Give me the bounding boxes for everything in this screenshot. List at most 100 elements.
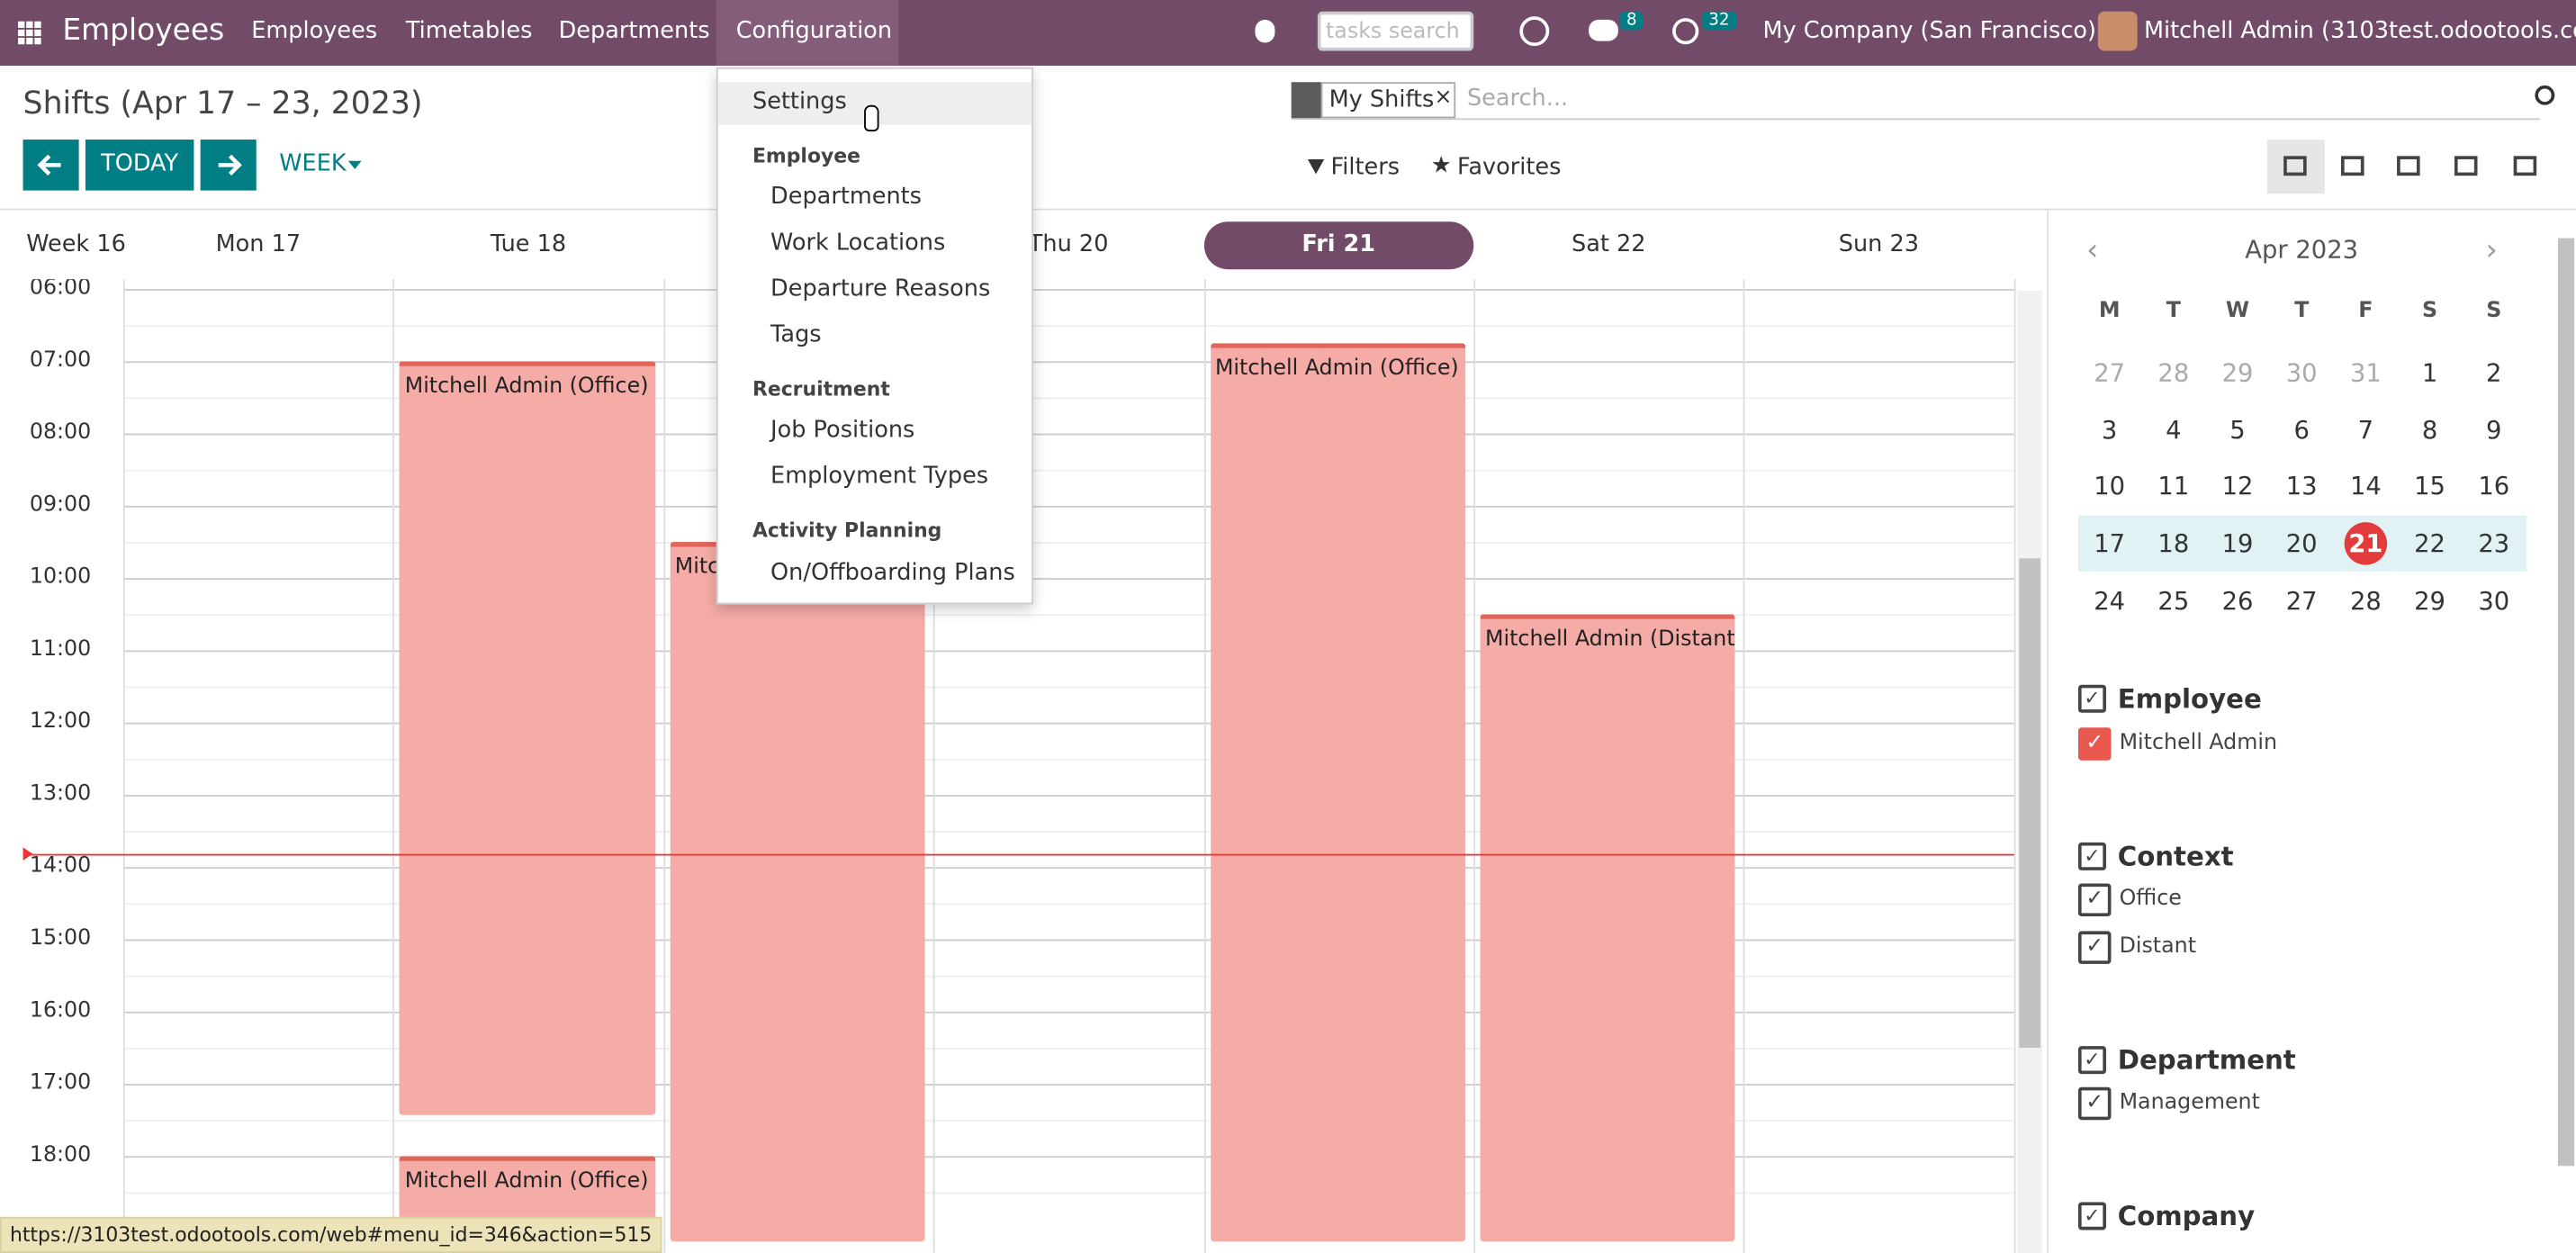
day-cell[interactable]: 16: [2478, 471, 2510, 501]
next-button[interactable]: [200, 140, 257, 191]
day-cell[interactable]: 28: [2157, 357, 2190, 388]
today-pill: [1203, 221, 1473, 270]
day-cell[interactable]: 30: [2478, 586, 2510, 617]
day-cell[interactable]: 14: [2349, 471, 2382, 501]
company-switcher[interactable]: My Company (San Francisco): [1762, 18, 2096, 45]
search-placeholder[interactable]: Search...: [1466, 85, 1569, 113]
dropdown-item[interactable]: Job Positions: [770, 417, 915, 444]
half-hour-line: [122, 975, 2014, 978]
day-cell[interactable]: 21: [2348, 528, 2383, 559]
search-icon[interactable]: [2535, 85, 2555, 105]
day-cell[interactable]: 25: [2157, 586, 2190, 617]
day-cell[interactable]: 4: [2166, 415, 2182, 446]
messages-icon[interactable]: [1589, 19, 1618, 41]
dropdown-item[interactable]: Departure Reasons: [770, 275, 991, 302]
dropdown-item[interactable]: Settings: [752, 88, 847, 115]
view-switch-icon[interactable]: [2283, 156, 2307, 176]
day-cell[interactable]: 12: [2221, 471, 2254, 501]
day-cell[interactable]: 19: [2221, 528, 2254, 559]
control-panel-border: [0, 208, 2576, 211]
day-cell[interactable]: 26: [2221, 586, 2254, 617]
user-menu[interactable]: Mitchell Admin (3103test.odootools.com): [2143, 18, 2576, 45]
shift-event[interactable]: Mitchell Admin (Office): [400, 361, 655, 1115]
dropdown-item[interactable]: Work Locations: [770, 230, 946, 257]
day-cell[interactable]: 27: [2094, 357, 2126, 388]
day-cell[interactable]: 5: [2229, 415, 2246, 446]
day-cell[interactable]: 31: [2349, 357, 2382, 388]
hour-line: [122, 578, 2014, 581]
today-button[interactable]: TODAY: [85, 140, 194, 191]
search-input[interactable]: tasks search: [1317, 11, 1474, 51]
day-cell[interactable]: 30: [2285, 357, 2318, 388]
day-cell[interactable]: 18: [2157, 528, 2190, 559]
half-hour-line: [122, 325, 2014, 328]
month-title: Apr 2023: [2245, 234, 2359, 265]
debug-icon[interactable]: [1255, 19, 1275, 43]
discuss-icon[interactable]: [1519, 16, 1550, 47]
day-cell[interactable]: 24: [2094, 586, 2126, 617]
event-label[interactable]: Mitchell Admin (Distant): [1485, 626, 1736, 653]
now-line: [29, 853, 2014, 856]
dropdown-item[interactable]: Departments: [770, 184, 922, 211]
app-name[interactable]: Employees: [62, 13, 225, 48]
dropdown-item[interactable]: Employment Types: [770, 463, 989, 490]
day-separator: [663, 279, 665, 1253]
filter-checkbox[interactable]: ✓: [2077, 883, 2112, 917]
day-cell[interactable]: 15: [2414, 471, 2445, 501]
day-cell[interactable]: 10: [2094, 471, 2126, 501]
filter-checkbox[interactable]: ✓: [2077, 1046, 2106, 1075]
view-switch-icon[interactable]: [2397, 156, 2420, 176]
activities-icon[interactable]: [1672, 18, 1699, 45]
month-next[interactable]: ›: [2485, 233, 2498, 268]
dropdown-item[interactable]: On/Offboarding Plans: [770, 560, 1015, 587]
day-cell[interactable]: 2: [2486, 357, 2502, 388]
filter-checkbox[interactable]: ✓: [2077, 1086, 2112, 1121]
day-cell[interactable]: 8: [2421, 415, 2438, 446]
scale-dropdown[interactable]: WEEK: [279, 150, 347, 178]
day-cell[interactable]: 11: [2157, 471, 2190, 501]
day-cell[interactable]: 7: [2357, 415, 2374, 446]
shift-event[interactable]: Mitchell Admin (Office): [1210, 343, 1466, 1242]
day-cell[interactable]: 3: [2101, 415, 2118, 446]
day-cell[interactable]: 23: [2478, 528, 2510, 559]
day-cell[interactable]: 29: [2221, 357, 2254, 388]
day-cell[interactable]: 22: [2414, 528, 2445, 559]
shift-event[interactable]: Mitchell Admin (Office): [670, 542, 925, 1242]
day-cell[interactable]: 28: [2349, 586, 2382, 617]
day-cell[interactable]: 27: [2285, 586, 2318, 617]
menu-item[interactable]: Configuration: [735, 18, 893, 45]
filter-checkbox[interactable]: ✓: [2077, 1202, 2106, 1230]
half-hour-line: [122, 1120, 2014, 1122]
filter-checkbox[interactable]: ✓: [2077, 727, 2112, 761]
filters-button[interactable]: Filters: [1330, 154, 1401, 181]
month-prev[interactable]: ‹: [2086, 233, 2099, 268]
search-facet[interactable]: My Shifts ×: [1320, 82, 1456, 119]
day-cell[interactable]: 29: [2414, 586, 2445, 617]
day-cell[interactable]: 13: [2285, 471, 2318, 501]
day-cell[interactable]: 6: [2293, 415, 2310, 446]
menu-item[interactable]: Employees: [251, 18, 378, 45]
hour-label: 17:00: [29, 1070, 92, 1095]
day-cell[interactable]: 17: [2094, 528, 2126, 559]
filter-checkbox[interactable]: ✓: [2077, 684, 2106, 713]
event-label[interactable]: Mitchell Admin (Office): [1214, 356, 1459, 382]
favorites-button[interactable]: Favorites: [1457, 154, 1562, 181]
view-switch-icon[interactable]: [2454, 156, 2478, 176]
shift-event[interactable]: Mitchell Admin (Distant): [1480, 614, 1736, 1242]
filter-checkbox[interactable]: ✓: [2077, 842, 2106, 870]
dropdown-item[interactable]: Tags: [770, 321, 822, 348]
avatar[interactable]: [2097, 11, 2138, 51]
view-switch-icon[interactable]: [2340, 156, 2364, 176]
day-cell[interactable]: 20: [2285, 528, 2318, 559]
view-switch-icon[interactable]: [2513, 156, 2537, 176]
prev-button[interactable]: [23, 140, 79, 191]
page-title: Shifts (Apr 17 – 23, 2023): [23, 85, 423, 122]
day-cell[interactable]: 1: [2421, 357, 2438, 388]
menu-item[interactable]: Timetables: [405, 18, 533, 45]
menu-item[interactable]: Departments: [558, 18, 710, 45]
day-cell[interactable]: 9: [2486, 415, 2502, 446]
event-label[interactable]: Mitchell Admin (Office): [404, 1168, 649, 1194]
filter-checkbox[interactable]: ✓: [2077, 931, 2112, 964]
event-label[interactable]: Mitchell Admin (Office): [404, 374, 649, 400]
